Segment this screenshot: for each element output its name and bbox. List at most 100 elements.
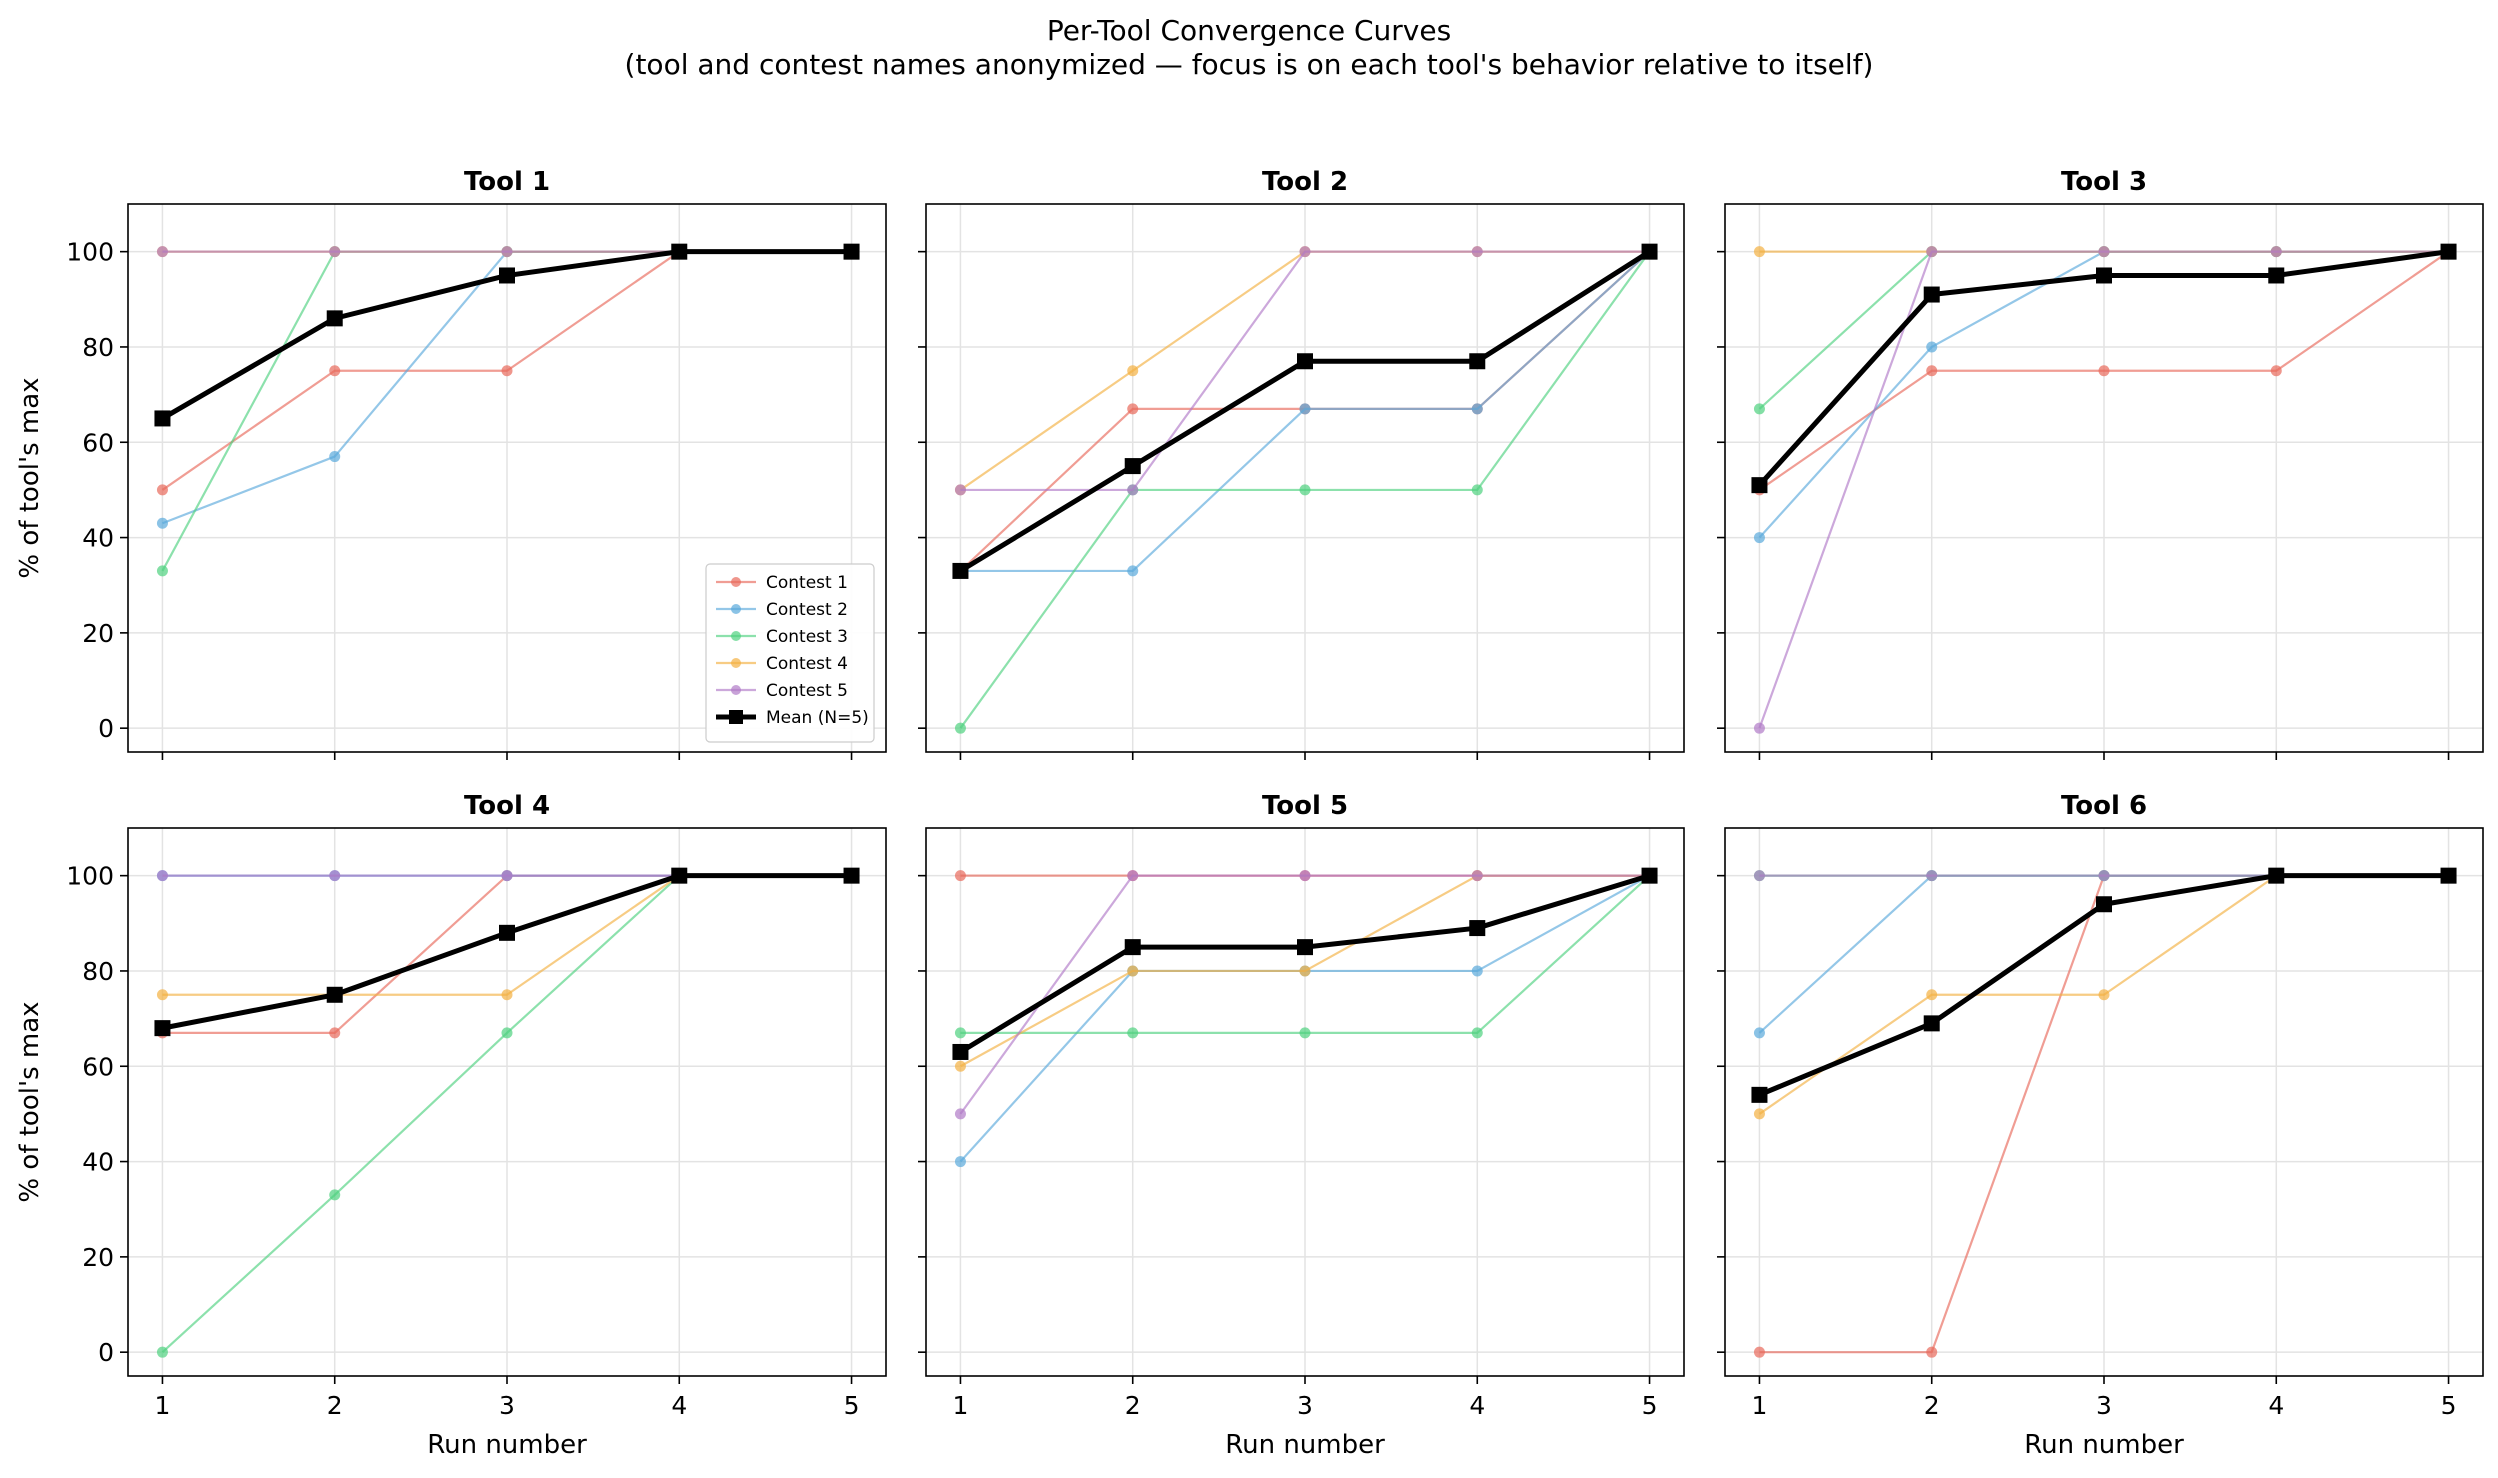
- series-mean-n-5: [1751, 243, 2457, 494]
- x-tick-label: 5: [2441, 1391, 2457, 1420]
- legend-item: Contest 2: [716, 600, 848, 620]
- data-point: [954, 1027, 966, 1039]
- mean-point: [952, 1043, 969, 1060]
- data-point: [156, 565, 168, 577]
- y-axis-label: % of tool's max: [15, 377, 45, 578]
- mean-point: [1751, 1086, 1768, 1103]
- data-point: [1753, 246, 1765, 258]
- data-point: [501, 246, 513, 258]
- figure-title-line1: Per-Tool Convergence Curves: [1047, 14, 1451, 47]
- legend-swatch-marker: [731, 658, 741, 668]
- data-point: [1926, 989, 1938, 1001]
- panel-title: Tool 1: [464, 167, 550, 197]
- x-tick-label: 2: [327, 1391, 343, 1420]
- data-point: [1753, 403, 1765, 415]
- data-point: [954, 1060, 966, 1072]
- legend-label: Contest 4: [766, 654, 848, 674]
- data-point: [1471, 870, 1483, 882]
- mean-point: [2268, 267, 2285, 284]
- x-tick-label: 1: [1752, 1391, 1768, 1420]
- mean-point: [671, 867, 688, 884]
- data-point: [1926, 870, 1938, 882]
- data-point: [2098, 365, 2110, 377]
- chart-panel-3: Tool 3: [1717, 167, 2484, 760]
- x-axis-label: Run number: [427, 1430, 587, 1460]
- x-tick-label: 3: [2096, 1391, 2112, 1420]
- data-point: [1127, 565, 1139, 577]
- data-point: [1753, 1108, 1765, 1120]
- y-tick-label: 80: [82, 333, 114, 362]
- series-mean-n-5: [154, 867, 860, 1037]
- legend-label: Contest 2: [766, 600, 848, 620]
- chart-panel-5: 1 2 3 4 5 Tool 5 Run number: [918, 791, 1685, 1460]
- data-point: [1753, 532, 1765, 544]
- data-point: [1471, 1027, 1483, 1039]
- data-point: [1471, 484, 1483, 496]
- series-contest-3: [954, 246, 1656, 734]
- mean-point: [843, 243, 860, 260]
- data-point: [1926, 365, 1938, 377]
- series-mean-n-5: [952, 243, 1658, 579]
- data-point: [1299, 403, 1311, 415]
- x-tick-label: 3: [1297, 1391, 1313, 1420]
- y-tick-label: 0: [98, 714, 114, 743]
- data-point: [1753, 1346, 1765, 1358]
- legend-swatch-marker: [729, 710, 743, 724]
- mean-point: [1469, 353, 1486, 370]
- mean-point: [1923, 1015, 1940, 1032]
- data-point: [329, 870, 341, 882]
- data-point: [1299, 965, 1311, 977]
- legend: Contest 1 Contest 2 Contest 3 Contest 4 Cont…: [705, 563, 875, 743]
- mean-point: [326, 310, 343, 327]
- data-point: [2098, 870, 2110, 882]
- y-tick-label: 60: [82, 428, 114, 457]
- panel-title: Tool 5: [1262, 791, 1348, 821]
- x-tick-label: 4: [1469, 1391, 1485, 1420]
- data-point: [2270, 246, 2282, 258]
- y-tick-label: 20: [82, 619, 114, 648]
- mean-point: [1751, 477, 1768, 494]
- data-point: [2270, 365, 2282, 377]
- panel-title: Tool 6: [2061, 791, 2147, 821]
- chart-panel-2: Tool 2: [918, 167, 1685, 760]
- legend-label: Contest 1: [766, 573, 848, 593]
- chart-panel-6: 1 2 3 4 5 Tool 6 Run number: [1717, 791, 2484, 1460]
- x-tick-label: 1: [155, 1391, 171, 1420]
- chart-panel-1: 0 20 40 60 80 100 Tool 1 % of tool's max Contest…: [15, 167, 887, 760]
- data-point: [1471, 965, 1483, 977]
- data-point: [1127, 870, 1139, 882]
- mean-point: [154, 1020, 171, 1037]
- x-axis-label: Run number: [1225, 1430, 1385, 1460]
- data-point: [1753, 1027, 1765, 1039]
- data-point: [954, 484, 966, 496]
- y-tick-label: 100: [66, 862, 114, 891]
- mean-point: [154, 410, 171, 427]
- y-tick-label: 60: [82, 1052, 114, 1081]
- data-point: [954, 1156, 966, 1168]
- x-tick-label: 3: [499, 1391, 515, 1420]
- mean-point: [2096, 896, 2112, 913]
- data-point: [1471, 403, 1483, 415]
- data-point: [2098, 989, 2110, 1001]
- data-point: [1299, 484, 1311, 496]
- y-tick-label: 40: [82, 524, 114, 553]
- panel-title: Tool 2: [1262, 167, 1348, 197]
- mean-point: [1923, 286, 1940, 303]
- mean-point: [326, 986, 343, 1003]
- data-point: [1127, 484, 1139, 496]
- mean-point: [499, 267, 515, 284]
- data-point: [954, 870, 966, 882]
- mean-point: [1641, 867, 1658, 884]
- y-tick-label: 20: [82, 1243, 114, 1272]
- data-point: [1299, 246, 1311, 258]
- data-point: [156, 870, 168, 882]
- data-point: [329, 365, 341, 377]
- data-point: [1299, 870, 1311, 882]
- x-tick-label: 1: [953, 1391, 969, 1420]
- data-point: [501, 870, 513, 882]
- data-point: [329, 246, 341, 258]
- mean-point: [2440, 243, 2457, 260]
- data-point: [1471, 246, 1483, 258]
- data-point: [156, 989, 168, 1001]
- series-mean-n-5: [952, 867, 1658, 1060]
